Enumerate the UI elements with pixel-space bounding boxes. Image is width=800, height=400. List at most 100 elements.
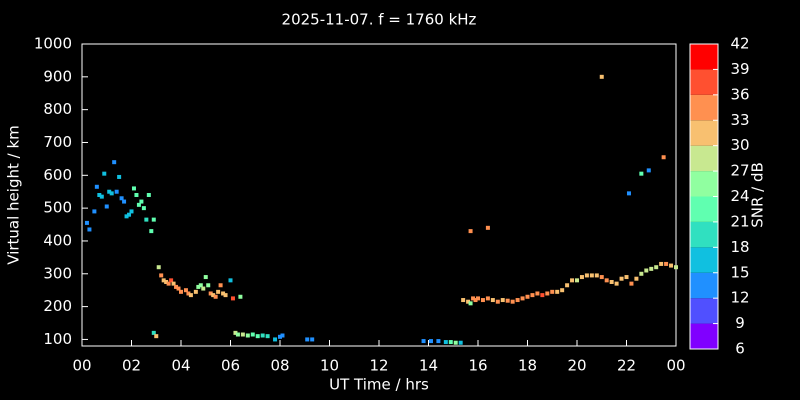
data-point <box>525 294 530 299</box>
x-tick-label: 04 <box>171 357 190 375</box>
data-point <box>196 284 201 289</box>
data-point <box>255 334 260 339</box>
x-tick-label: 00 <box>666 357 685 375</box>
data-point <box>141 206 146 211</box>
data-point <box>240 332 245 337</box>
data-point <box>310 337 315 342</box>
data-point <box>473 298 478 303</box>
data-point <box>550 289 555 294</box>
data-point <box>589 273 594 278</box>
x-tick-label: 06 <box>221 357 240 375</box>
plot-area <box>81 43 677 347</box>
data-point <box>124 214 129 219</box>
colorbar-tick-label: 42 <box>730 35 749 53</box>
data-point <box>654 265 659 270</box>
data-point <box>421 339 426 344</box>
colorbar-tick-label: 39 <box>730 60 749 78</box>
data-point <box>216 289 221 294</box>
data-point <box>579 275 584 280</box>
data-point <box>186 291 191 296</box>
data-point <box>92 209 97 214</box>
data-point <box>646 168 651 173</box>
colorbar-band <box>690 145 718 172</box>
y-tick-label: 700 <box>43 133 72 151</box>
data-point <box>154 334 159 339</box>
data-point <box>117 174 122 179</box>
data-point <box>201 286 206 291</box>
data-point <box>649 266 654 271</box>
data-point <box>223 293 228 298</box>
data-point <box>609 279 614 284</box>
data-point <box>250 332 255 337</box>
colorbar-band <box>690 44 718 70</box>
data-point <box>129 209 134 214</box>
data-point <box>119 196 124 201</box>
data-point <box>604 278 609 283</box>
data-point <box>428 339 433 344</box>
data-point <box>468 229 473 234</box>
y-tick-label: 800 <box>43 100 72 118</box>
data-point <box>109 191 114 196</box>
data-point <box>471 296 476 301</box>
colorbar-tick-label: 9 <box>735 314 745 332</box>
data-point <box>235 332 240 337</box>
data-point <box>505 298 510 303</box>
data-point <box>144 217 149 222</box>
data-point <box>213 294 218 299</box>
x-axis-label: UT Time / hrs <box>329 376 429 394</box>
x-tick-label: 14 <box>419 357 438 375</box>
data-point <box>619 276 624 281</box>
data-point <box>183 288 188 293</box>
data-point <box>87 227 92 232</box>
y-tick-label: 100 <box>43 330 72 348</box>
x-tick-label: 08 <box>270 357 289 375</box>
colorbar-band <box>690 171 718 197</box>
data-point <box>461 298 466 303</box>
data-point <box>230 296 235 301</box>
x-tick-label: 02 <box>122 357 141 375</box>
colorbar-band <box>690 298 718 324</box>
data-point <box>520 296 525 301</box>
data-point <box>545 291 550 296</box>
data-point <box>151 217 156 222</box>
colorbar-band <box>690 196 718 222</box>
data-point <box>114 189 119 194</box>
data-point <box>97 193 102 197</box>
y-tick-label: 200 <box>43 297 72 315</box>
data-point <box>151 330 156 335</box>
data-point <box>485 296 490 301</box>
data-point <box>136 202 141 207</box>
x-tick-label: 12 <box>369 357 388 375</box>
data-point <box>164 279 169 284</box>
y-tick-label: 1000 <box>34 35 72 53</box>
data-point <box>560 288 565 293</box>
y-tick-label: 900 <box>43 67 72 85</box>
colorbar-band <box>690 272 718 299</box>
data-point <box>664 261 669 266</box>
data-point <box>495 299 500 304</box>
data-point <box>131 186 136 191</box>
colorbar-band <box>690 69 718 95</box>
data-point <box>305 337 310 342</box>
data-point <box>278 334 282 339</box>
data-point <box>599 74 604 79</box>
data-point <box>626 191 631 196</box>
data-point <box>273 337 278 342</box>
data-point <box>245 333 250 338</box>
data-point <box>584 273 589 278</box>
data-point <box>669 263 674 268</box>
data-point <box>171 281 176 286</box>
data-point <box>535 291 540 296</box>
data-point <box>188 293 193 298</box>
colorbar-tick-label: 21 <box>730 212 749 230</box>
data-point <box>169 278 174 283</box>
data-point <box>448 340 453 345</box>
data-point <box>500 298 505 303</box>
colorbar-tick-label: 15 <box>730 263 749 281</box>
data-point <box>468 301 473 306</box>
data-point <box>674 265 678 270</box>
data-point <box>134 193 139 197</box>
colorbar-label: SNR / dB <box>749 162 767 228</box>
data-point <box>661 155 666 160</box>
